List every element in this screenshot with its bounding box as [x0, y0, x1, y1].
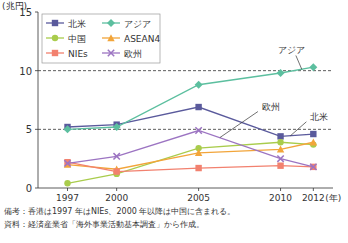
- marker: [195, 149, 202, 156]
- x-tick-label: 2000: [105, 193, 128, 203]
- legend-label: NIEs: [68, 49, 88, 59]
- series-line: [68, 162, 314, 171]
- marker: [113, 123, 121, 131]
- y-tick: [35, 70, 38, 71]
- marker: [277, 163, 283, 169]
- y-axis: [38, 12, 39, 188]
- annotation-leader: [290, 122, 306, 136]
- x-tick: [198, 188, 199, 191]
- annotation: 欧州: [262, 102, 280, 112]
- legend-label: 中国: [68, 34, 86, 44]
- x-tick-label: 1997: [56, 193, 79, 203]
- x-axis-label: (年): [325, 193, 341, 203]
- marker: [195, 127, 201, 133]
- marker: [277, 133, 283, 139]
- series-line: [68, 142, 314, 183]
- x-tick: [313, 188, 314, 191]
- y-tick-label: 10: [19, 66, 32, 77]
- x-tick: [116, 188, 117, 191]
- legend-marker: [52, 20, 58, 26]
- marker: [195, 81, 203, 89]
- annotation: 北米: [310, 112, 328, 122]
- marker: [113, 153, 119, 159]
- note: 資料：経済産業省「海外事業活動基本調査」から作成。: [4, 220, 204, 229]
- y-tick: [35, 188, 38, 189]
- legend-label: ASEAN4: [124, 34, 160, 44]
- marker: [64, 180, 70, 186]
- y-axis-label: (兆円): [2, 1, 27, 11]
- marker: [277, 139, 283, 145]
- note: 備考：香港は1997 年はNIEs、2000 年以降は中国に含まれる。: [4, 207, 235, 216]
- legend-marker: [52, 50, 58, 56]
- y-tick: [35, 129, 38, 130]
- marker: [277, 146, 284, 153]
- legend-label: 北米: [68, 19, 86, 29]
- annotation-leader: [296, 55, 302, 69]
- marker: [310, 139, 317, 146]
- marker: [277, 69, 285, 77]
- x-tick-label: 2012: [302, 193, 325, 203]
- marker: [64, 160, 70, 166]
- annotation-leader: [220, 112, 258, 138]
- x-tick-label: 2010: [269, 193, 292, 203]
- marker: [310, 131, 316, 137]
- legend-box: [42, 14, 160, 63]
- marker: [195, 165, 201, 171]
- series-line: [68, 67, 314, 129]
- legend-label: 欧州: [124, 49, 142, 59]
- x-axis: [38, 188, 333, 189]
- legend-marker: [52, 35, 58, 41]
- annotation: アジア: [278, 45, 305, 55]
- plot-area: [64, 63, 318, 186]
- marker: [309, 63, 317, 71]
- x-tick-label: 2005: [187, 193, 210, 203]
- series-line: [68, 131, 314, 167]
- marker: [113, 168, 119, 174]
- marker: [64, 159, 70, 165]
- x-tick: [280, 188, 281, 191]
- legend-marker: [107, 19, 115, 27]
- marker: [277, 155, 283, 161]
- x-tick: [67, 188, 68, 191]
- legend-marker: [107, 34, 114, 41]
- y-tick: [35, 12, 38, 13]
- chart: 051015(兆円)19972000200520102012(年)アジア欧州北米…: [0, 0, 348, 243]
- marker: [64, 125, 72, 133]
- marker: [195, 104, 201, 110]
- y-tick-label: 0: [26, 183, 32, 194]
- legend-label: アジア: [124, 19, 151, 29]
- legend-marker: [108, 50, 114, 56]
- marker: [310, 164, 316, 170]
- y-tick-label: 5: [26, 124, 32, 135]
